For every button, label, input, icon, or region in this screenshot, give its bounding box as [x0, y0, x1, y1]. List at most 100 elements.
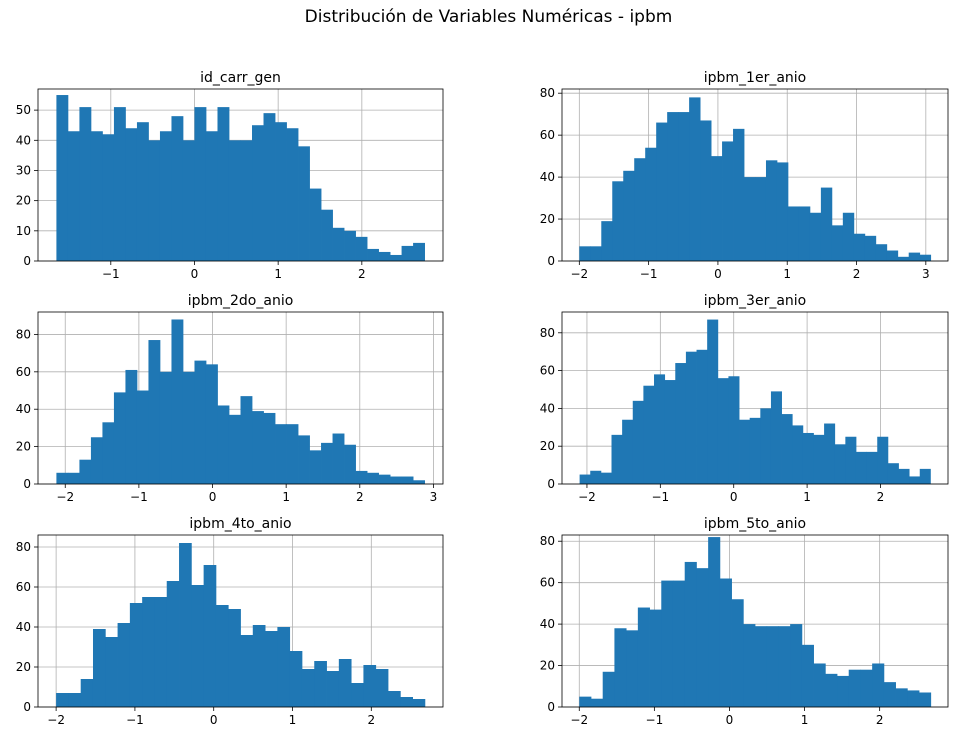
y-tick-label: 40: [16, 133, 31, 147]
histogram-bar: [105, 637, 118, 707]
histogram-bar: [897, 256, 910, 261]
histogram-bar: [344, 230, 356, 261]
histogram-bar: [148, 340, 161, 484]
x-tick-label: 1: [801, 713, 809, 727]
histogram-bar: [654, 374, 666, 484]
histogram-bar: [601, 221, 613, 261]
subplot-title: ipbm_4to_anio: [189, 516, 291, 532]
histogram-bar: [860, 669, 873, 707]
histogram-bar: [739, 419, 751, 484]
x-tick-label: −1: [640, 267, 658, 281]
histogram-bar: [765, 160, 778, 261]
histogram-bar: [887, 463, 899, 484]
y-tick-label: 0: [547, 700, 555, 714]
y-tick-label: 50: [16, 103, 31, 117]
x-tick-label: 1: [783, 267, 791, 281]
histogram-bar: [907, 690, 920, 707]
histogram-bar: [842, 212, 855, 261]
histogram-bar: [113, 392, 126, 484]
histogram-bar: [614, 628, 627, 707]
histogram-bar: [125, 128, 138, 261]
histogram-bar: [400, 697, 413, 707]
histogram-bar: [877, 436, 889, 484]
y-tick-label: 0: [23, 254, 31, 268]
histogram-bar: [749, 417, 761, 484]
histogram-bar: [667, 112, 679, 261]
histogram-bar: [375, 669, 389, 707]
x-tick-label: −1: [130, 490, 148, 504]
axes-frame: [37, 311, 444, 485]
histogram-bar: [831, 225, 844, 261]
histogram-bar: [326, 671, 340, 707]
histogram-bar: [883, 682, 896, 707]
histogram-bar: [275, 424, 287, 484]
histogram-bar: [252, 125, 264, 261]
histogram-bar: [102, 134, 115, 261]
subplot-title: ipbm_3er_anio: [704, 293, 806, 309]
histogram-bar: [579, 474, 591, 484]
histogram-bar: [689, 97, 701, 261]
histogram-bar: [79, 107, 92, 262]
axes-frame: [37, 88, 444, 262]
y-tick-label: 40: [540, 170, 555, 184]
histogram-bar: [154, 597, 168, 707]
histogram-bar: [707, 319, 719, 484]
histogram-bar: [848, 669, 861, 707]
histogram-bar: [719, 578, 732, 707]
y-tick-label: 80: [16, 327, 31, 341]
histogram-bar: [909, 476, 921, 484]
x-tick-label: −2: [570, 713, 588, 727]
histogram-bar: [898, 468, 910, 484]
histogram-bar: [401, 476, 414, 484]
histogram-bar: [755, 177, 767, 261]
histogram-bar: [728, 376, 740, 484]
histogram-bar: [776, 162, 789, 261]
histogram-bar: [67, 472, 80, 484]
y-tick-label: 40: [540, 617, 555, 631]
histogram-bar: [766, 626, 779, 707]
histogram-bar: [194, 107, 207, 262]
y-tick-label: 20: [16, 194, 31, 208]
histogram-bar: [802, 432, 814, 484]
histogram-bar: [286, 424, 299, 484]
histogram-bar: [875, 244, 888, 261]
histogram-bar: [79, 459, 92, 484]
histogram-bar: [56, 95, 69, 261]
histogram-bar: [228, 140, 241, 261]
histogram-bar: [355, 470, 368, 484]
histogram-bar: [332, 433, 345, 484]
y-tick-label: 30: [16, 163, 31, 177]
histogram-bar: [136, 122, 149, 261]
histogram-bar: [781, 414, 793, 484]
histogram-bar: [102, 422, 115, 484]
histogram-bar: [864, 235, 877, 261]
histogram-bar: [717, 378, 729, 484]
y-tick-label: 80: [540, 326, 555, 340]
x-tick-label: 0: [191, 267, 199, 281]
histogram-bar: [678, 112, 690, 261]
histogram-bar: [632, 400, 644, 484]
histogram-bar: [919, 692, 932, 707]
histogram-bar: [401, 245, 414, 261]
histogram-bar: [344, 444, 356, 484]
x-tick-label: 1: [282, 490, 290, 504]
x-tick-label: −1: [102, 267, 120, 281]
histogram-bar: [579, 696, 592, 707]
histogram-bar: [68, 693, 82, 707]
histogram-bar: [600, 472, 612, 484]
histogram-bar: [696, 349, 708, 484]
subplot-title: id_carr_gen: [200, 70, 281, 86]
histogram-bar: [685, 351, 697, 484]
histogram-bar: [159, 371, 172, 484]
x-tick-label: −1: [126, 713, 144, 727]
y-tick-label: 40: [16, 402, 31, 416]
y-tick-label: 40: [540, 401, 555, 415]
histogram-bar: [67, 131, 80, 261]
histogram-bar: [612, 181, 624, 261]
histogram-bar: [367, 472, 379, 484]
histogram-bar: [834, 444, 846, 484]
x-tick-label: 2: [356, 490, 364, 504]
x-tick-label: −2: [570, 267, 588, 281]
histogram-bar: [378, 251, 391, 261]
